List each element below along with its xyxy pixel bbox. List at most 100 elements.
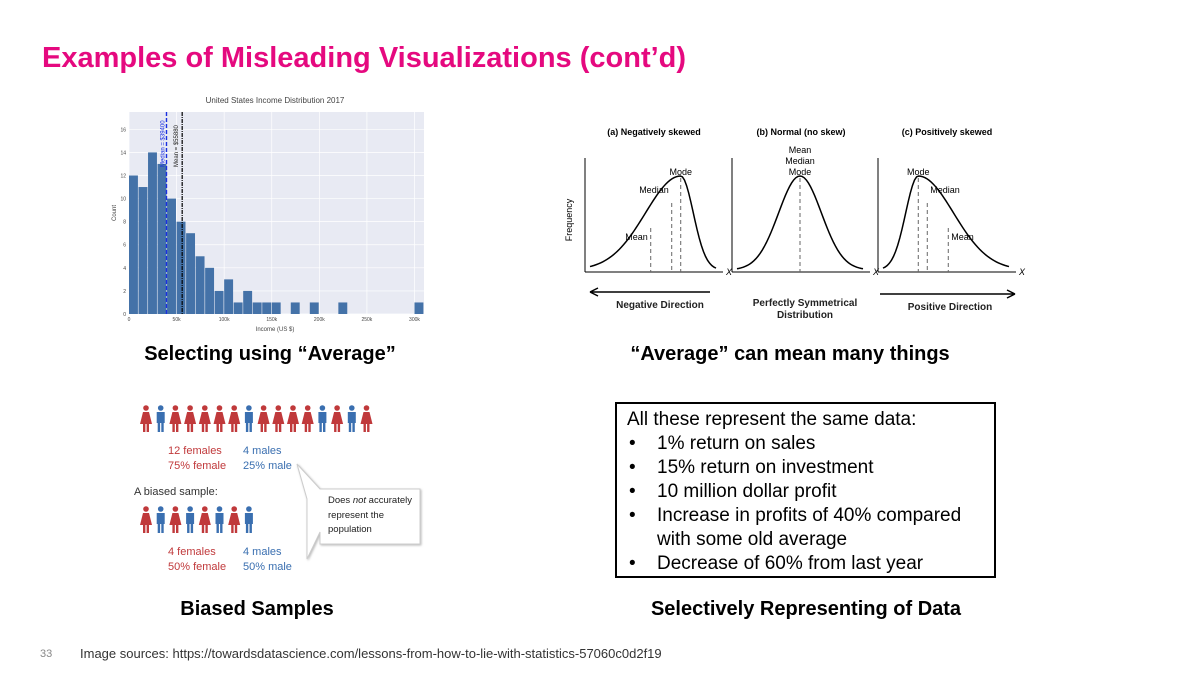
y-axis-label: Count	[112, 205, 118, 221]
population-males: 4 males	[243, 445, 282, 457]
x-tick-label: 250k	[361, 317, 372, 323]
population-female-pct: 75% female	[168, 460, 226, 472]
head	[319, 405, 326, 411]
leg	[146, 423, 149, 432]
head	[157, 506, 164, 512]
x-tick-label: 150k	[266, 317, 277, 323]
x-axis-label: X	[725, 267, 733, 277]
female-icon	[213, 405, 226, 432]
measure-label: Median	[930, 185, 960, 195]
callout-text: Does not accurately	[328, 495, 412, 506]
body	[228, 412, 241, 424]
head	[202, 405, 208, 411]
body	[198, 513, 211, 525]
leg	[234, 524, 238, 533]
male-icon	[244, 405, 253, 432]
leg	[205, 524, 208, 533]
sample-females: 4 females	[168, 546, 216, 558]
y-tick-label: 6	[123, 243, 126, 249]
male-icon	[244, 506, 253, 533]
leg	[157, 423, 161, 432]
head	[231, 506, 237, 512]
female-icon	[169, 506, 182, 533]
body	[140, 412, 152, 424]
page-number: 33	[40, 648, 53, 660]
body	[156, 513, 165, 524]
leg	[290, 423, 293, 432]
body	[287, 412, 299, 424]
head	[157, 405, 164, 411]
histogram-bar	[167, 198, 176, 314]
x-tick-label: 0	[128, 317, 131, 323]
callout-span: accurately	[366, 495, 412, 506]
female-icon	[272, 405, 285, 432]
sample-male-pct: 50% male	[243, 561, 292, 573]
leg	[352, 423, 355, 432]
histogram-bar	[290, 302, 300, 314]
negative-arrow	[589, 287, 710, 297]
histogram-bar	[138, 187, 148, 314]
median-label: Median = $39400	[160, 120, 166, 167]
box-item: Increase in profits of 40% compared with…	[627, 504, 994, 552]
leg	[231, 423, 234, 432]
measure-label: Mean	[625, 232, 648, 242]
leg	[190, 524, 194, 533]
y-tick-label: 16	[120, 127, 126, 133]
histogram-bar	[176, 221, 186, 314]
body	[244, 412, 253, 423]
panel-title: (a) Negatively skewed	[607, 127, 701, 137]
male-icon	[156, 405, 165, 432]
y-tick-label: 10	[120, 197, 126, 203]
leg	[308, 423, 311, 432]
callout-text: population	[328, 524, 372, 535]
histogram-bar	[195, 256, 205, 314]
box-item: 15% return on investment	[627, 456, 994, 480]
leg	[304, 423, 308, 432]
body	[156, 412, 165, 423]
body	[228, 513, 241, 525]
caption-selective-data: Selectively Representing of Data	[650, 598, 962, 620]
panel-title: (b) Normal (no skew)	[756, 127, 845, 137]
female-icon	[198, 506, 211, 533]
income-histogram: United States Income Distribution 2017 0…	[112, 96, 424, 333]
y-tick-label: 0	[123, 312, 126, 318]
leg	[363, 423, 366, 432]
y-tick-label: 12	[120, 173, 126, 179]
x-axis-label: X	[1018, 267, 1026, 277]
head	[143, 405, 149, 411]
box-intro: All these represent the same data:	[627, 409, 917, 430]
leg	[260, 423, 263, 432]
head	[290, 405, 296, 411]
head	[202, 506, 208, 512]
leg	[146, 524, 149, 533]
female-icon	[360, 405, 373, 432]
body	[215, 513, 224, 524]
leg	[245, 524, 249, 533]
measure-label: Mode	[669, 167, 692, 177]
head	[187, 506, 193, 512]
male-icon	[215, 506, 224, 533]
histogram-bar	[243, 290, 253, 314]
histogram-bar	[338, 302, 348, 314]
callout-text: represent the	[328, 510, 384, 521]
leg	[337, 423, 341, 432]
head	[246, 506, 252, 512]
leg	[161, 524, 164, 533]
male-icon	[156, 506, 165, 533]
leg	[143, 524, 146, 533]
x-tick-label: 50k	[173, 317, 182, 323]
head	[216, 405, 223, 411]
head	[172, 506, 179, 512]
leg	[172, 423, 175, 432]
leg	[187, 423, 190, 432]
leg	[249, 524, 252, 533]
callout-bubble	[296, 463, 421, 560]
measure-label: Mean	[789, 145, 812, 155]
female-icon	[184, 405, 197, 432]
female-icon	[228, 506, 241, 533]
leg	[293, 423, 296, 432]
y-tick-label: 14	[120, 150, 126, 156]
distribution-curve	[589, 175, 717, 269]
leg	[201, 423, 205, 432]
male-icon	[186, 506, 195, 533]
